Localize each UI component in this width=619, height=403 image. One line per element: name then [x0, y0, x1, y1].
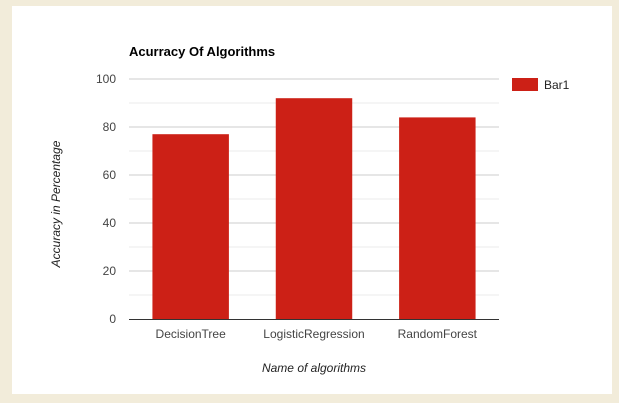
x-tick-label: LogisticRegression: [263, 327, 364, 341]
x-tick-label: RandomForest: [398, 327, 478, 341]
bars: [152, 98, 476, 320]
legend-label-bar1: Bar1: [544, 78, 570, 92]
y-tick-label: 0: [109, 312, 116, 326]
chart-panel: 0 20 40 60 80 100 DecisionTree LogisticRegressi…: [12, 6, 612, 394]
legend: Bar1: [512, 78, 570, 92]
bar-logisticregression: [275, 98, 353, 319]
x-tick-label: DecisionTree: [156, 327, 227, 341]
bar-decisiontree: [152, 134, 229, 319]
tick-labels: 0 20 40 60 80 100 DecisionTree LogisticRegressi…: [96, 72, 478, 341]
y-tick-label: 40: [103, 216, 117, 230]
bar-randomforest: [399, 117, 476, 320]
y-tick-label: 60: [103, 168, 117, 182]
legend-swatch-bar1: [512, 78, 538, 91]
y-tick-label: 100: [96, 72, 116, 86]
y-tick-label: 80: [103, 120, 117, 134]
bar-chart: 0 20 40 60 80 100 DecisionTree LogisticRegressi…: [49, 44, 570, 375]
chart-title: Acurracy Of Algorithms: [129, 44, 275, 59]
y-tick-label: 20: [103, 264, 117, 278]
y-axis-title: Accuracy in Percentage: [49, 140, 63, 268]
x-axis-title: Name of algorithms: [262, 361, 366, 375]
